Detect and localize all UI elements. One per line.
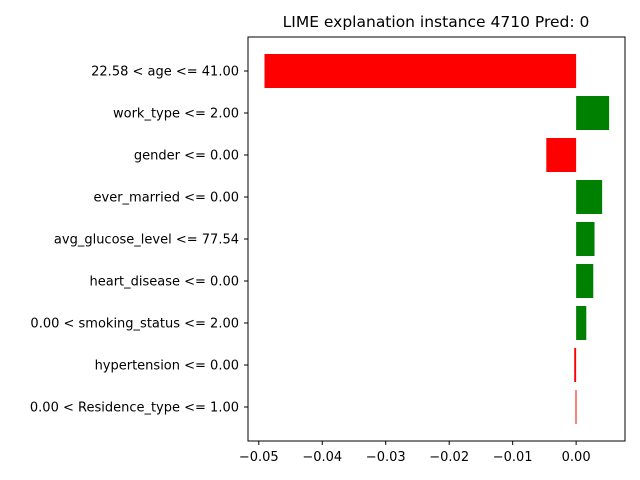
y-tick-label-8: 0.00 < Residence_type <= 1.00 (30, 401, 239, 416)
bar-3 (576, 180, 603, 214)
y-tick-group: 22.58 < age <= 41.00 work_type <= 2.00 gen… (30, 65, 248, 416)
y-tick-label-2: gender <= 0.00 (134, 149, 239, 164)
y-tick-label-3: ever_married <= 0.00 (94, 191, 239, 206)
bar-2 (546, 138, 577, 172)
bar-0 (264, 54, 577, 88)
bars-group (264, 54, 610, 424)
bar-6 (576, 306, 587, 340)
chart-title: LIME explanation instance 4710 Pred: 0 (283, 13, 590, 31)
bar-1 (576, 96, 610, 130)
x-tick-label-3: −0.02 (429, 450, 469, 465)
y-tick-label-4: avg_glucose_level <= 77.54 (54, 233, 239, 248)
bar-8 (575, 390, 577, 424)
y-tick-label-1: work_type <= 2.00 (113, 107, 239, 122)
axes-frame (247, 36, 626, 442)
x-tick-label-2: −0.03 (366, 450, 406, 465)
x-tick-label-4: −0.01 (493, 450, 533, 465)
y-tick-label-7: hypertension <= 0.00 (95, 359, 239, 374)
x-tick-label-0: −0.05 (239, 450, 279, 465)
bar-5 (576, 264, 594, 298)
y-tick-label-0: 22.58 < age <= 41.00 (91, 65, 239, 80)
y-tick-label-5: heart_disease <= 0.00 (89, 275, 239, 290)
x-tick-group: −0.05 −0.04 −0.03 −0.02 −0.01 0.00 (239, 441, 591, 465)
x-tick-label-1: −0.04 (302, 450, 342, 465)
x-tick-label-5: 0.00 (562, 450, 591, 465)
bar-7 (574, 348, 577, 382)
y-tick-label-6: 0.00 < smoking_status <= 2.00 (30, 317, 239, 332)
bar-4 (576, 222, 595, 256)
